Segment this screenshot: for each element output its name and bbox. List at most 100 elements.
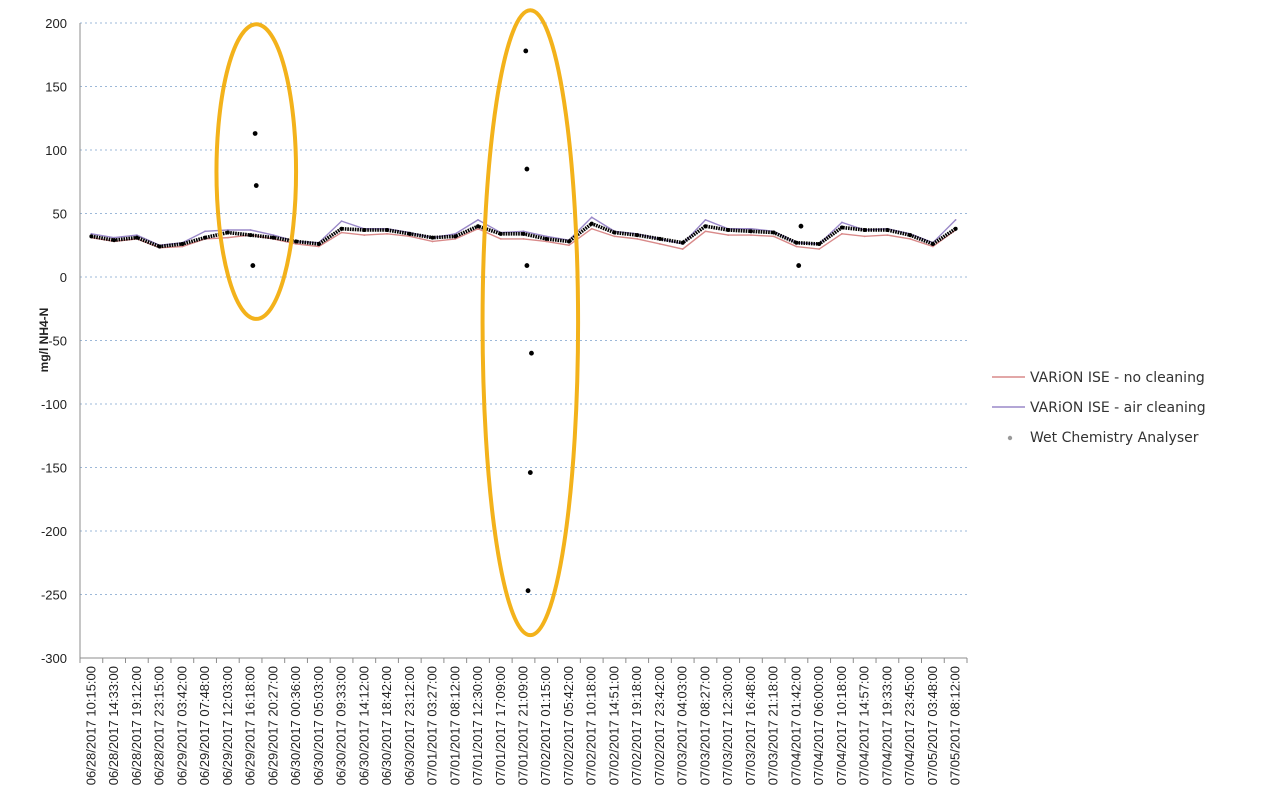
- data-point: [909, 238, 912, 240]
- data-point: [795, 245, 798, 248]
- x-tick-label: 07/02/2017 01:15:00: [538, 666, 553, 785]
- highlight-ellipse: [480, 8, 581, 638]
- data-point: [386, 232, 388, 235]
- data-point: [772, 235, 775, 238]
- data-point: [931, 245, 934, 248]
- x-tick-label: 07/02/2017 23:42:00: [652, 666, 667, 785]
- y-tick-label: -300: [41, 651, 67, 666]
- x-tick-label: 07/04/2017 06:00:00: [811, 666, 826, 785]
- data-point: [317, 245, 320, 248]
- y-tick-label: -50: [48, 334, 67, 349]
- x-tick-label: 07/03/2017 16:48:00: [743, 666, 758, 785]
- outlier-point: [525, 588, 531, 594]
- x-tick-label: 06/30/2017 18:42:00: [379, 666, 394, 785]
- x-tick-label: 07/05/2017 03:48:00: [925, 666, 940, 785]
- data-point: [726, 228, 731, 233]
- data-point: [521, 231, 526, 236]
- data-point: [659, 243, 661, 245]
- x-tick-label: 06/29/2017 03:42:00: [174, 666, 189, 785]
- x-tick-label: 07/04/2017 14:57:00: [857, 666, 872, 785]
- y-axis-label: mg/l NH4-N: [37, 308, 51, 373]
- x-tick-label: 07/02/2017 19:18:00: [629, 666, 644, 785]
- data-point: [135, 234, 138, 236]
- data-point: [295, 243, 297, 245]
- data-point: [657, 236, 662, 241]
- x-tick-label: 07/04/2017 23:45:00: [902, 666, 917, 785]
- data-point: [271, 235, 276, 240]
- data-point: [953, 226, 958, 231]
- y-tick-label: 0: [60, 270, 67, 285]
- data-point: [841, 221, 843, 224]
- data-point: [908, 233, 913, 238]
- data-point: [771, 230, 776, 235]
- outlier-point: [253, 183, 259, 188]
- data-point: [316, 241, 321, 246]
- outlier-point: [252, 131, 258, 136]
- wet-chemistry-outliers: [250, 48, 804, 594]
- data-point: [704, 230, 707, 233]
- data-point: [817, 241, 822, 246]
- data-point: [636, 238, 639, 240]
- data-point: [157, 244, 162, 249]
- data-point: [498, 231, 503, 236]
- data-point: [454, 232, 457, 235]
- data-point: [113, 236, 116, 239]
- data-point: [727, 234, 730, 236]
- data-point: [499, 238, 502, 240]
- x-tick-label: 07/04/2017 10:18:00: [834, 666, 849, 785]
- data-point: [134, 235, 139, 240]
- data-point: [522, 230, 525, 233]
- data-point: [477, 227, 479, 230]
- data-point: [225, 230, 230, 235]
- data-point: [750, 227, 752, 230]
- data-point: [930, 241, 935, 246]
- outlier-point: [529, 350, 534, 356]
- highlight-ellipse: [214, 22, 299, 321]
- data-point: [407, 231, 412, 236]
- x-tick-label: 07/01/2017 12:30:00: [470, 666, 485, 785]
- data-point: [248, 233, 253, 238]
- x-tick-label: 06/30/2017 05:03:00: [311, 666, 326, 785]
- y-tick-label: -250: [41, 588, 67, 603]
- data-point: [362, 228, 367, 233]
- data-point: [590, 216, 593, 219]
- outlier-point: [524, 166, 530, 172]
- y-tick-label: 50: [53, 207, 67, 222]
- x-tick-label: 07/04/2017 19:33:00: [879, 666, 894, 785]
- y-tick-label: 100: [45, 143, 67, 158]
- outlier-point: [527, 470, 533, 475]
- data-point: [681, 248, 684, 250]
- data-point: [886, 234, 889, 236]
- outlier-point: [524, 263, 530, 268]
- x-tick-label: 07/05/2017 08:12:00: [948, 666, 963, 785]
- gridlines: [80, 22, 967, 595]
- data-point: [181, 245, 184, 248]
- x-tick-label: 07/03/2017 21:18:00: [766, 666, 781, 785]
- x-tick-label: 06/29/2017 07:48:00: [197, 666, 212, 785]
- x-tick-label: 06/30/2017 23:12:00: [402, 666, 417, 785]
- data-point: [89, 234, 94, 239]
- outlier-point: [798, 223, 804, 229]
- data-point: [818, 248, 821, 250]
- x-tick-label: 07/02/2017 10:18:00: [584, 666, 599, 785]
- data-point: [841, 232, 843, 235]
- data-point: [272, 234, 275, 236]
- data-point: [226, 229, 229, 231]
- x-tick-label: 06/30/2017 09:33:00: [334, 666, 349, 785]
- data-point: [635, 233, 640, 238]
- y-tick-label: 150: [45, 80, 67, 95]
- x-tick-label: 07/01/2017 17:09:00: [493, 666, 508, 785]
- outlier-point: [796, 263, 802, 268]
- data-point: [545, 235, 548, 238]
- data-point: [862, 228, 867, 233]
- x-tick-label: 07/04/2017 01:42:00: [788, 666, 803, 785]
- data-point: [203, 235, 208, 240]
- data-point: [180, 241, 185, 246]
- data-point: [431, 240, 434, 243]
- y-tick-label: -200: [41, 524, 67, 539]
- outlier-point: [523, 48, 529, 54]
- data-point: [885, 228, 890, 233]
- legend-item: Wet Chemistry Analyser: [1007, 430, 1199, 446]
- data-point: [680, 240, 685, 245]
